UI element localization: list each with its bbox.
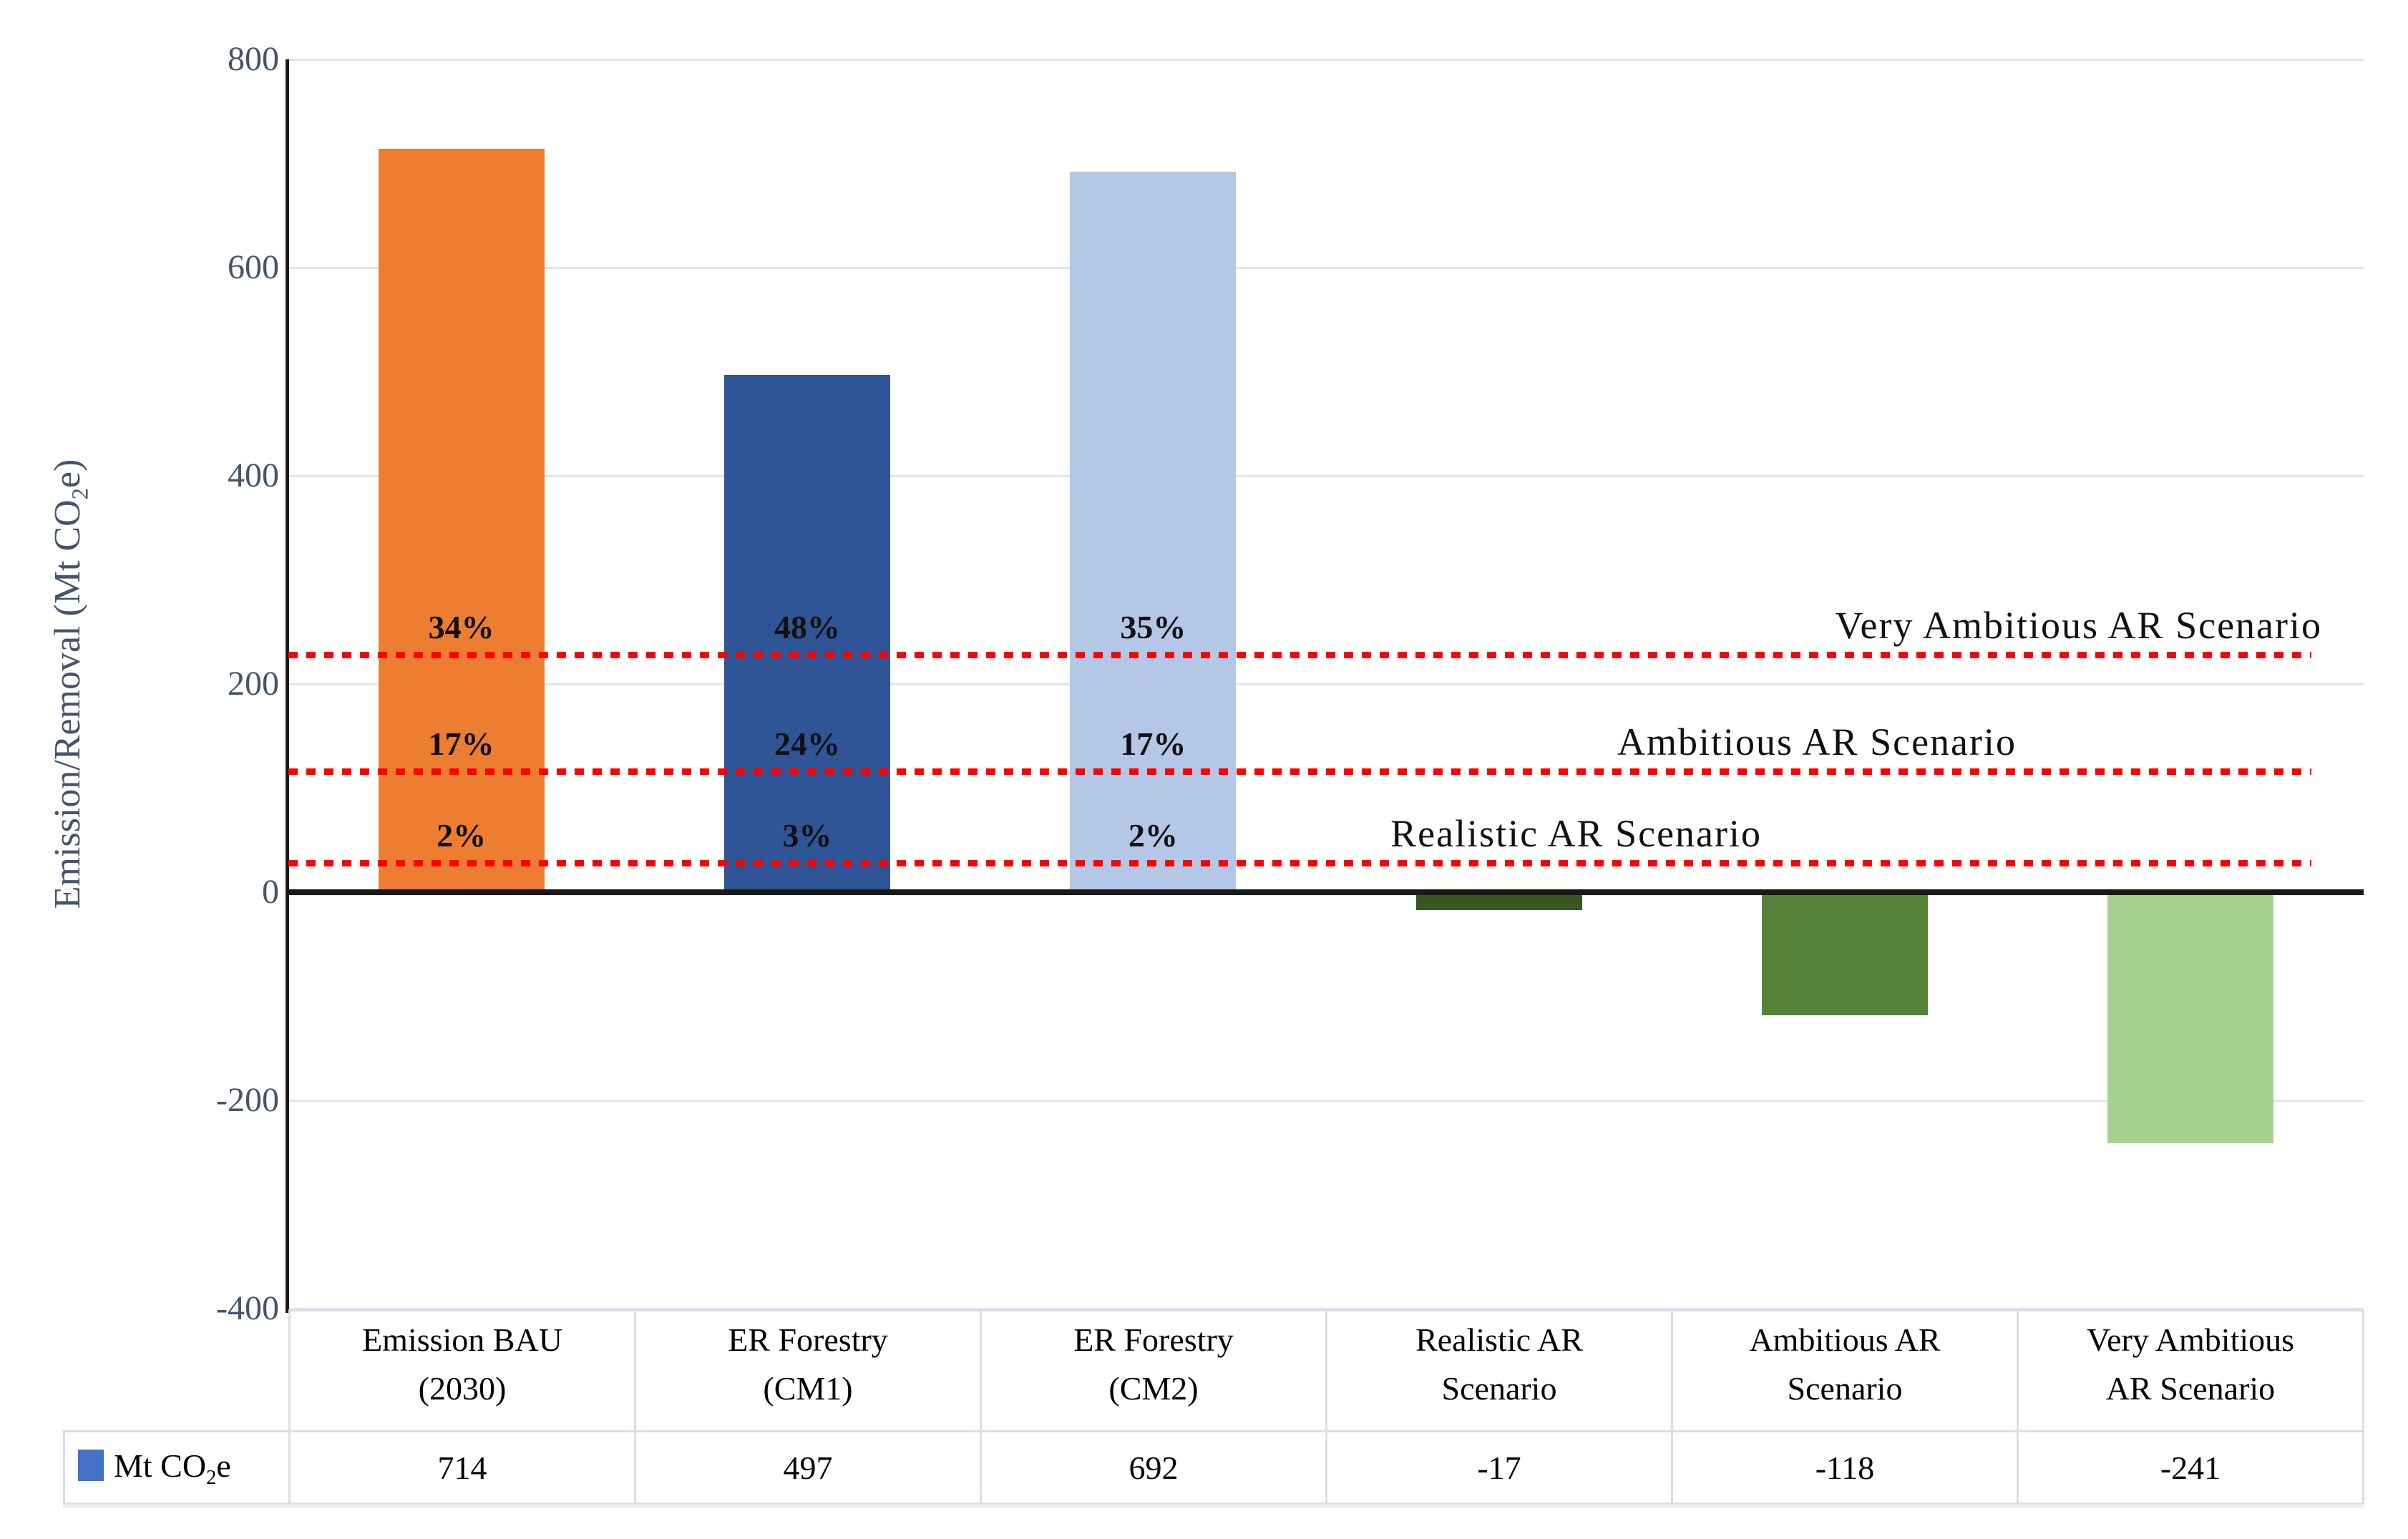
bar-percent-label: 3% <box>782 817 832 854</box>
table-value-cell-ambitious-ar-scenario: -118 <box>1671 1430 2019 1505</box>
y-axis-line <box>286 59 289 1313</box>
y-tick-label: 400 <box>228 456 279 494</box>
table-header-cell-er-forestry-cm1: ER Forestry (CM1) <box>634 1309 982 1432</box>
bar-percent-label: 2% <box>437 817 487 854</box>
table-header-row: Emission BAU (2030) ER Forestry (CM1) ER For… <box>64 1309 2364 1432</box>
bar-percent-label: 17% <box>1120 725 1186 763</box>
table-header-cell-ambitious-ar-scenario: Ambitious AR Scenario <box>1671 1309 2019 1432</box>
gridline <box>288 474 2364 477</box>
bar-emission-bau-2030 <box>378 149 545 892</box>
bar-ambitious-ar-scenario <box>1762 892 1928 1015</box>
ar-line-label-very-ambitious-ar-scenario: Very Ambitious AR Scenario <box>1835 604 2322 648</box>
gridline <box>288 1307 2364 1310</box>
ar-reference-line-very-ambitious-ar-scenario <box>288 652 2311 659</box>
bar-er-forestry-cm2 <box>1070 172 1237 892</box>
y-tick-label: -200 <box>216 1081 279 1119</box>
gridline <box>288 266 2364 269</box>
gridline <box>288 683 2364 685</box>
table-value-cell-very-ambitious-ar-scenario: -241 <box>2017 1430 2364 1505</box>
bar-realistic-ar-scenario <box>1415 892 1582 910</box>
table-header-cell-emission-bau-2030: Emission BAU (2030) <box>288 1309 636 1432</box>
y-tick-label: 800 <box>228 40 279 78</box>
table-header-cell-very-ambitious-ar-scenario: Very Ambitious AR Scenario <box>2017 1309 2364 1432</box>
table-value-cell-er-forestry-cm2: 692 <box>980 1430 1327 1505</box>
bar-very-ambitious-ar-scenario <box>2107 892 2274 1143</box>
y-tick-label: -400 <box>216 1289 279 1327</box>
bar-percent-label: 24% <box>774 725 840 763</box>
table-value-cell-emission-bau-2030: 714 <box>288 1430 636 1505</box>
legend-cell: Mt CO2e <box>63 1430 291 1505</box>
legend-swatch-icon <box>78 1449 104 1481</box>
y-tick-label: 0 <box>262 873 279 911</box>
data-table: Emission BAU (2030) ER Forestry (CM1) ER For… <box>63 1309 2364 1505</box>
table-corner-blank-cell <box>64 1311 290 1432</box>
table-value-row: Mt CO2e 714 497 692 -17 -118 -241 <box>63 1430 2364 1505</box>
table-value-cell-er-forestry-cm1: 497 <box>634 1430 982 1505</box>
legend-series-label: Mt CO2e <box>114 1447 231 1489</box>
x-axis-zero-line <box>286 889 2364 895</box>
gridline <box>288 58 2364 61</box>
bar-percent-label: 48% <box>774 609 840 646</box>
bar-percent-label: 17% <box>428 725 494 763</box>
table-bottom-rule <box>63 1505 2364 1508</box>
table-header-cell-realistic-ar-scenario: Realistic AR Scenario <box>1325 1309 1673 1432</box>
table-header-cell-er-forestry-cm2: ER Forestry (CM2) <box>980 1309 1327 1432</box>
ar-reference-line-ambitious-ar-scenario <box>288 768 2311 776</box>
ar-line-label-ambitious-ar-scenario: Ambitious AR Scenario <box>1617 720 2017 764</box>
y-axis-title: Emission/Removal (Mt CO2e) <box>47 459 93 909</box>
bar-percent-label: 34% <box>428 609 494 646</box>
bar-percent-label: 35% <box>1120 609 1186 646</box>
y-tick-label: 600 <box>228 248 279 286</box>
gridline <box>288 1099 2364 1102</box>
ar-line-label-realistic-ar-scenario: Realistic AR Scenario <box>1390 812 1762 856</box>
table-value-cell-realistic-ar-scenario: -17 <box>1325 1430 1673 1505</box>
y-tick-label: 200 <box>228 665 279 703</box>
bar-percent-label: 2% <box>1128 817 1178 854</box>
bar-er-forestry-cm1 <box>724 374 890 892</box>
ar-reference-line-realistic-ar-scenario <box>288 860 2311 867</box>
